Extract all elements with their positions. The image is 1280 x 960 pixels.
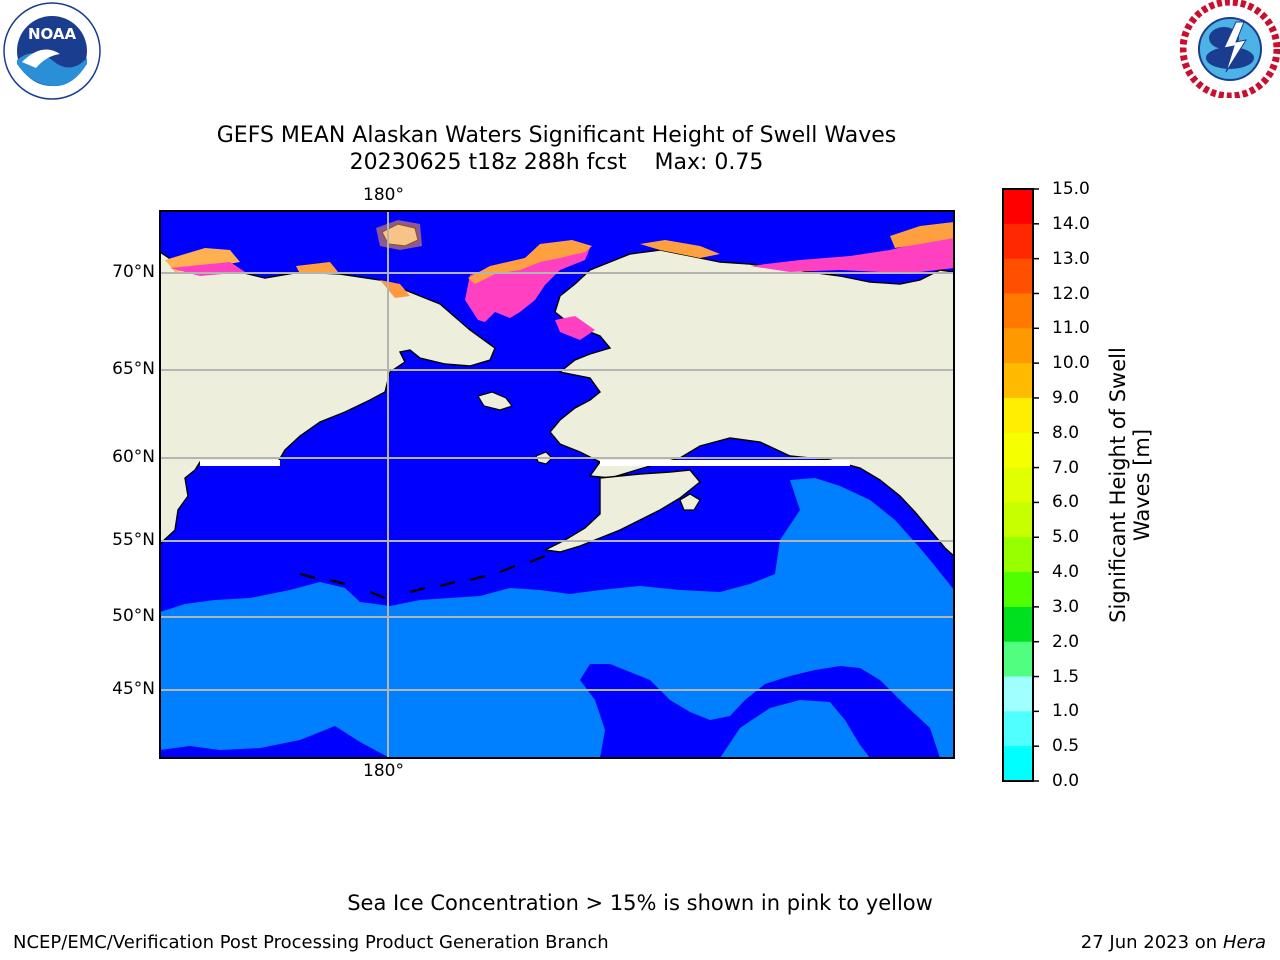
date-text: 27 Jun 2023 on Hera	[1081, 932, 1266, 954]
colorbar-tick-label: 12.0	[1052, 283, 1090, 304]
colorbar-tick-label: 13.0	[1052, 248, 1090, 269]
colorbar-segment	[1003, 676, 1033, 712]
colorbar	[1002, 188, 1039, 782]
lat-label-65: 65°N	[112, 359, 155, 379]
credit-text: NCEP/EMC/Verification Post Processing Pr…	[13, 932, 609, 953]
sea-ice-beaufort	[750, 236, 954, 272]
land-alaska-peninsula	[542, 469, 701, 553]
colorbar-tick-label: 7.0	[1052, 457, 1080, 478]
colorbar-tick-label: 1.0	[1052, 701, 1080, 722]
noaa-logo-text: NOAA	[28, 25, 77, 43]
graticule	[160, 211, 954, 758]
colorbar-segment	[1003, 293, 1033, 329]
sea-ice-coastal-1	[296, 262, 338, 274]
colorbar-segment	[1003, 189, 1033, 225]
colorbar-tick-label: 0.5	[1052, 736, 1080, 757]
lon-label-top: 180°	[363, 185, 404, 205]
map-frame	[159, 210, 955, 759]
sea-ice-coastal-3	[640, 240, 720, 258]
colorbar-tick-label: 2.0	[1052, 631, 1080, 652]
no-data-strip-2	[600, 460, 850, 466]
colorbar-segment	[1003, 572, 1033, 608]
colorbar-tick-label: 10.0	[1052, 353, 1090, 374]
sea-ice-note: Sea Ice Concentration > 15% is shown in …	[347, 891, 933, 915]
colorbar-segment	[1003, 363, 1033, 399]
lat-label-70: 70°N	[112, 262, 155, 282]
colorbar-segment	[1003, 606, 1033, 643]
colorbar-segment	[1003, 746, 1033, 782]
sea-ice-kotzebue	[555, 316, 595, 340]
host-name: Hera	[1222, 932, 1266, 953]
colorbar-segment	[1003, 711, 1033, 747]
sea-ice-east-siberian	[165, 248, 240, 272]
map-title: GEFS MEAN Alaskan Waters Significant Hei…	[216, 123, 897, 148]
sea-ice-beaufort-edge	[890, 222, 954, 248]
no-data-strip	[200, 460, 280, 466]
lon-label-bottom: 180°	[363, 761, 404, 781]
colorbar-label: Significant Height of Swell Waves [m]	[1106, 347, 1154, 623]
swell-region-0-5-1-0-east	[720, 700, 870, 758]
colorbar-tick-label: 4.0	[1052, 562, 1080, 583]
colorbar-segment	[1003, 641, 1033, 678]
colorbar-tick-label: 11.0	[1052, 318, 1090, 339]
land-st-lawrence-island	[477, 391, 513, 411]
colorbar-segment	[1003, 537, 1033, 573]
sea-ice-chukchi	[465, 242, 590, 322]
noaa-logo: NOAA	[3, 2, 101, 100]
lat-label-55: 55°N	[112, 530, 155, 550]
colorbar-frame	[1002, 188, 1034, 782]
colorbar-tick-label: 3.0	[1052, 596, 1080, 617]
map-subtitle: 20230625 t18z 288h fcst Max: 0.75	[349, 150, 764, 175]
colorbar-tick-label: 9.0	[1052, 387, 1080, 408]
colorbar-tick-label: 1.5	[1052, 666, 1080, 687]
colorbar-tick-label: 8.0	[1052, 422, 1080, 443]
aleutian-islands	[299, 554, 546, 600]
land-kodiak	[679, 493, 701, 511]
colorbar-segment	[1003, 328, 1033, 364]
lat-label-45: 45°N	[112, 679, 155, 699]
colorbar-tick-label: 15.0	[1052, 179, 1090, 199]
lat-label-50: 50°N	[112, 606, 155, 626]
colorbar-tick-label: 6.0	[1052, 492, 1080, 513]
colorbar-segment	[1003, 432, 1033, 469]
colorbar-tick-label: 14.0	[1052, 213, 1090, 234]
colorbar-segment	[1003, 223, 1033, 260]
lat-label-60: 60°N	[112, 447, 155, 467]
colorbar-tick-label: 0.0	[1052, 771, 1080, 791]
colorbar-tick-label: 5.0	[1052, 527, 1080, 548]
colorbar-segment	[1003, 467, 1033, 503]
colorbar-segment	[1003, 258, 1033, 294]
date-value: 27 Jun 2023 on	[1080, 932, 1218, 953]
national-weather-service-logo	[1180, 0, 1280, 98]
colorbar-segment	[1003, 502, 1033, 538]
colorbar-segment	[1003, 397, 1033, 434]
